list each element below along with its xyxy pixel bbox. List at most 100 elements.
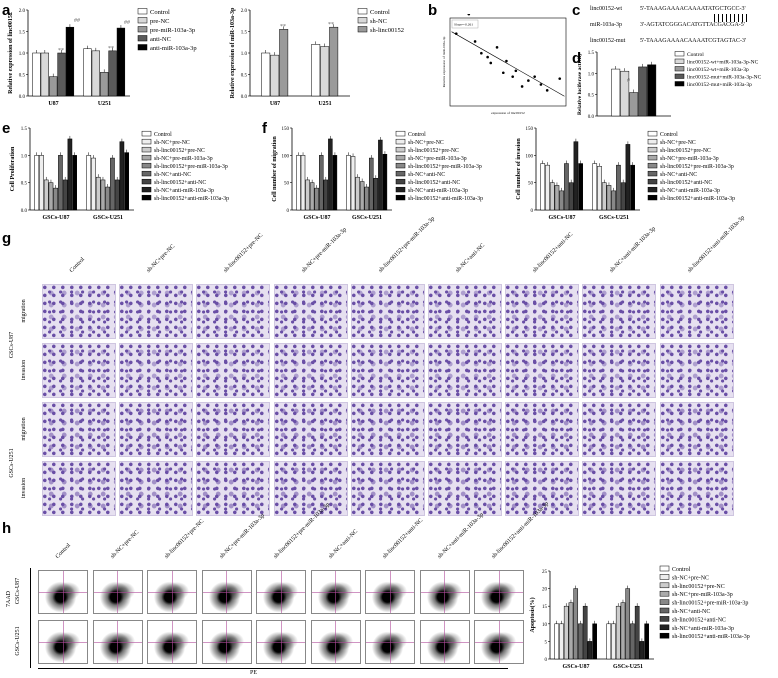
y-tick-label: 0.5 bbox=[588, 94, 595, 99]
bar bbox=[72, 155, 77, 211]
bar bbox=[83, 48, 92, 97]
scatter-point bbox=[533, 75, 536, 78]
micrograph-tile bbox=[505, 461, 580, 516]
bar bbox=[34, 155, 40, 211]
legend-label: sh-NC+anti-NC bbox=[672, 609, 710, 615]
y-tick-label: 1.5 bbox=[19, 31, 26, 36]
flow-plot bbox=[147, 620, 197, 664]
legend-swatch bbox=[395, 146, 406, 153]
column-label: sh-linc00152+pre-NC bbox=[163, 518, 206, 560]
bar bbox=[67, 138, 73, 211]
legend-label: sh-linc00152+anti-NC bbox=[408, 180, 460, 186]
scatter-point bbox=[495, 46, 499, 49]
bar bbox=[629, 92, 639, 117]
bar bbox=[110, 157, 115, 211]
panel-letter-f: f bbox=[262, 120, 267, 137]
bar bbox=[638, 66, 648, 117]
y-tick-label: 0 bbox=[531, 209, 534, 214]
seq-wt-label: linc00152-wt bbox=[590, 6, 622, 12]
flow-plot bbox=[365, 620, 415, 664]
bar bbox=[296, 155, 301, 211]
micrograph-tile bbox=[119, 343, 194, 398]
scatter-point bbox=[520, 85, 524, 88]
micrograph-tile bbox=[428, 402, 502, 457]
bar bbox=[91, 157, 96, 211]
legend-swatch bbox=[141, 170, 152, 177]
legend-label: sh-NC+anti-miR-103a-3p bbox=[660, 188, 720, 194]
scatter-point bbox=[511, 75, 515, 78]
bar bbox=[606, 623, 612, 660]
y-tick-label: 1.0 bbox=[19, 52, 26, 57]
bar bbox=[582, 605, 588, 660]
scatter-point bbox=[514, 69, 518, 73]
category-label: GSCs-U251 bbox=[613, 664, 643, 670]
y-tick-label: 1.0 bbox=[241, 52, 248, 57]
x-axis-label: expression of linc00152 bbox=[491, 111, 525, 115]
bar bbox=[568, 602, 574, 660]
bar bbox=[114, 179, 120, 211]
panel-letter-b: b bbox=[428, 2, 438, 19]
legend-swatch bbox=[137, 17, 148, 24]
bar bbox=[40, 52, 49, 97]
micrograph-tile bbox=[659, 461, 734, 516]
bar bbox=[373, 178, 379, 211]
legend-label: sh-NC+pre-NC bbox=[660, 140, 696, 146]
legend-label: sh-linc00152+pre-miR-103a-3p bbox=[408, 164, 482, 170]
legend-label: Control bbox=[672, 567, 691, 573]
flow-plot bbox=[310, 570, 361, 614]
column-label: sh-NC+anti-NC bbox=[327, 528, 359, 560]
legend-label: linc00152-mut+miR-103a-3p bbox=[687, 82, 752, 88]
y-tick-label: 0 bbox=[287, 209, 290, 214]
legend-label: sh-linc00152+pre-NC bbox=[408, 148, 459, 154]
legend-swatch bbox=[137, 44, 148, 51]
legend-swatch bbox=[395, 154, 406, 161]
bar bbox=[355, 176, 360, 211]
y-tick-label: 0.5 bbox=[19, 74, 26, 79]
y-tick-label: 0.0 bbox=[21, 209, 28, 214]
legend-label: linc00152-wt+miR-103a-3p-NC bbox=[687, 60, 759, 66]
y-tick-label: 10 bbox=[542, 623, 548, 628]
legend-label: pre-miR-103a-3p bbox=[150, 27, 195, 34]
category-label: U251 bbox=[318, 101, 331, 107]
legend-swatch bbox=[357, 8, 368, 15]
micrograph-tile bbox=[428, 284, 502, 339]
panel-letter-c: c bbox=[572, 2, 581, 19]
legend-swatch bbox=[674, 66, 685, 72]
y-tick-label: 0.0 bbox=[19, 95, 26, 100]
y-tick-label: 15 bbox=[542, 605, 548, 610]
flow-plot bbox=[201, 570, 252, 614]
legend-swatch bbox=[659, 607, 670, 614]
legend-label: Control bbox=[370, 9, 390, 16]
y-tick-label: 20 bbox=[542, 588, 548, 593]
category-label: GSCs-U87 bbox=[42, 215, 69, 221]
legend-box bbox=[451, 19, 479, 29]
bar bbox=[630, 164, 635, 211]
legend-swatch bbox=[141, 178, 152, 185]
micrograph-tile bbox=[350, 402, 425, 457]
y-axis-label: Apoptosis(%) bbox=[529, 597, 536, 632]
bar bbox=[320, 46, 330, 97]
category-label: GSCs-U251 bbox=[599, 215, 629, 221]
legend-swatch bbox=[647, 186, 658, 193]
bar bbox=[57, 52, 66, 97]
micrograph-tile bbox=[119, 402, 194, 457]
bar bbox=[49, 76, 58, 97]
seq-mir-label: miR-103a-3p bbox=[590, 22, 622, 28]
bar bbox=[314, 187, 319, 211]
row-label: migration bbox=[21, 416, 27, 441]
micrograph-tile bbox=[42, 343, 116, 398]
legend-label: sh-linc00152+anti-NC bbox=[672, 617, 726, 623]
bar bbox=[124, 152, 129, 211]
bar bbox=[639, 641, 645, 660]
y-axis-label: Relative expression of miR-103a-3p bbox=[442, 36, 446, 87]
legend-swatch bbox=[141, 138, 152, 145]
bar bbox=[279, 29, 289, 97]
micrograph-tile bbox=[659, 284, 734, 339]
legend-swatch bbox=[647, 170, 658, 177]
legend-swatch bbox=[395, 186, 406, 193]
legend-label: sh-linc00152+anti-NC bbox=[660, 180, 712, 186]
bar bbox=[601, 182, 607, 211]
legend-label: Control bbox=[660, 132, 678, 138]
micrograph-tile bbox=[428, 343, 502, 398]
bar bbox=[592, 623, 597, 660]
